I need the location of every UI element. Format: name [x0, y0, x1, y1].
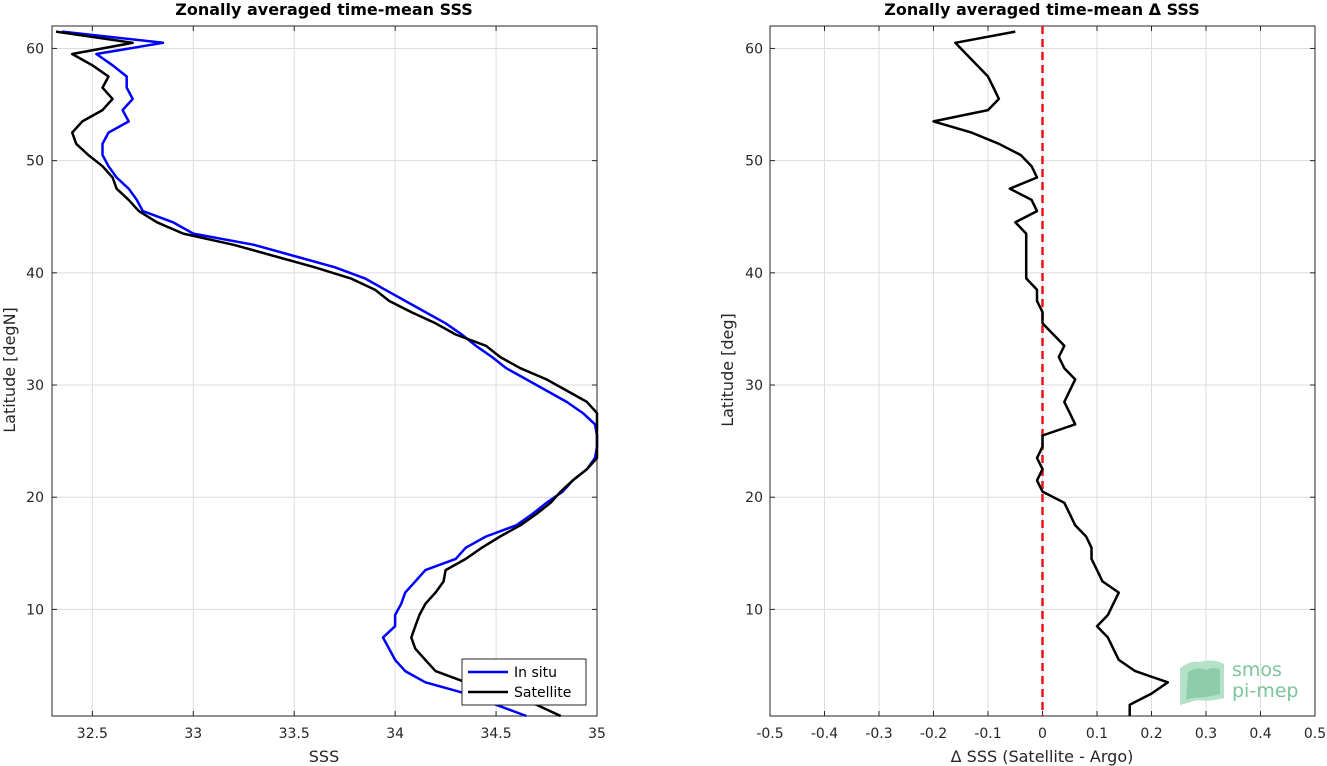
right-series: [932, 30, 1170, 716]
left-xtick-label: 35: [588, 726, 606, 742]
left-xtick-label: 34: [386, 726, 404, 742]
left-y-tick-labels: 10 20 30 40 50 60: [26, 41, 44, 618]
right-ytick-label: 50: [745, 154, 763, 170]
series-line-satellite: [55, 30, 599, 718]
left-xtick-label: 33.5: [279, 726, 310, 742]
left-ytick-label: 60: [26, 41, 44, 57]
left-x-axis-label: SSS: [309, 747, 339, 766]
legend: In situ Satellite: [461, 658, 587, 706]
right-xtick-label: 0.1: [1086, 726, 1108, 742]
legend-box: [461, 658, 587, 706]
right-panel: Zonally averaged time-mean Δ SSS -0.5 -0…: [718, 0, 1326, 766]
right-x-tick-labels: -0.5 -0.4 -0.3 -0.2 -0.1 0 0.1 0.2 0.3 0…: [756, 726, 1326, 742]
right-ytick-label: 20: [745, 490, 763, 506]
right-xtick-label: -0.1: [974, 726, 1001, 742]
right-xtick-label: 0: [1038, 726, 1047, 742]
left-tick-marks: [52, 26, 598, 716]
right-xtick-label: -0.2: [920, 726, 947, 742]
right-tick-marks: [769, 26, 1316, 716]
logo-text-line2: pi-mep: [1232, 680, 1298, 702]
right-ytick-label: 40: [745, 266, 763, 282]
left-x-tick-labels: 32.5 33 33.5 34 34.5 35: [77, 726, 606, 742]
series-line-in-situ: [61, 30, 599, 718]
right-grid: [769, 26, 1316, 716]
left-grid: [52, 26, 598, 716]
series-line-delta-sss: [932, 30, 1170, 716]
right-x-axis-label: Δ SSS (Satellite - Argo): [951, 747, 1134, 766]
right-y-axis-label: Latitude [deg]: [718, 313, 737, 427]
left-panel: Zonally averaged time-mean SSS 32.5 33 3…: [0, 0, 606, 766]
right-y-tick-labels: 10 20 30 40 50 60: [745, 41, 763, 618]
left-series: [55, 30, 599, 718]
right-xtick-label: 0.2: [1140, 726, 1162, 742]
legend-label-satellite: Satellite: [514, 685, 571, 701]
left-ytick-label: 50: [26, 154, 44, 170]
left-ytick-label: 30: [26, 378, 44, 394]
left-ytick-label: 20: [26, 490, 44, 506]
right-title: Zonally averaged time-mean Δ SSS: [884, 0, 1200, 19]
right-ytick-label: 10: [745, 602, 763, 618]
left-ytick-label: 40: [26, 266, 44, 282]
left-xtick-label: 32.5: [77, 726, 108, 742]
logo-text-line1: smos: [1232, 659, 1282, 681]
right-xtick-label: 0.4: [1249, 726, 1271, 742]
left-xtick-label: 33: [184, 726, 202, 742]
left-y-axis-label: Latitude [degN]: [0, 307, 19, 433]
right-xtick-label: 0.5: [1304, 726, 1326, 742]
right-xtick-label: -0.4: [811, 726, 838, 742]
right-ytick-label: 30: [745, 378, 763, 394]
logo-wave-icon: [1186, 668, 1220, 700]
right-xtick-label: -0.5: [756, 726, 783, 742]
right-xtick-label: -0.3: [865, 726, 892, 742]
smos-pi-mep-logo: smos pi-mep: [1180, 659, 1298, 705]
left-title: Zonally averaged time-mean SSS: [175, 0, 473, 19]
right-xtick-label: 0.3: [1195, 726, 1217, 742]
left-xtick-label: 34.5: [480, 726, 511, 742]
left-ytick-label: 10: [26, 602, 44, 618]
legend-label-in-situ: In situ: [514, 665, 557, 681]
left-axes-box: [51, 25, 598, 717]
right-ytick-label: 60: [745, 41, 763, 57]
